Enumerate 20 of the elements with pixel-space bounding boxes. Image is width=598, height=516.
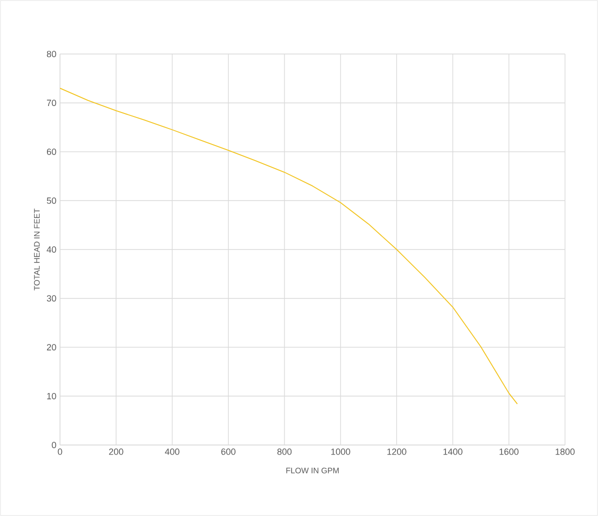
- y-tick-label: 40: [46, 246, 56, 253]
- x-tick-label: 800: [277, 448, 292, 455]
- y-tick-label: 10: [47, 392, 56, 400]
- x-tick-label: 0: [58, 448, 62, 455]
- y-tick-label: 20: [46, 344, 56, 350]
- y-tick-label: 30: [46, 295, 56, 302]
- x-tick-label: 200: [109, 448, 124, 455]
- y-tick-label: 80: [46, 50, 56, 58]
- x-tick-label: 1200: [387, 448, 406, 455]
- y-tick-label: 70: [46, 100, 56, 106]
- x-tick-label: 400: [164, 448, 180, 455]
- x-tick-label: 1800: [556, 448, 575, 455]
- y-tick-label: 0: [52, 442, 56, 448]
- y-tick-label: 60: [46, 148, 56, 155]
- x-tick-label: 1000: [331, 448, 350, 455]
- x-tick-label: 600: [221, 448, 236, 455]
- x-tick-label: 1600: [500, 448, 519, 455]
- x-tick-label: 1400: [443, 448, 462, 455]
- y-tick-label: 50: [46, 197, 56, 204]
- line-series: [60, 88, 518, 404]
